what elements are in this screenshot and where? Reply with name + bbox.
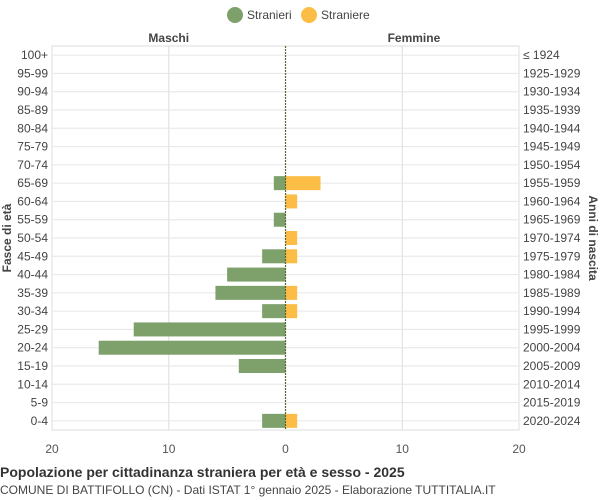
birth-year-label: 1980-1984 (523, 268, 581, 282)
bar-stranieri (262, 304, 286, 319)
legend-swatch-stranieri (227, 7, 243, 23)
birth-year-label: 1985-1989 (523, 286, 581, 300)
birth-year-label: 1935-1939 (523, 103, 581, 117)
bar-straniere (285, 304, 298, 319)
birth-year-label: 2020-2024 (523, 414, 581, 428)
birth-year-label: 2010-2014 (523, 377, 581, 391)
population-pyramid-chart: 20 10 0 10 20 100+ ≤ 1924 95-99 1925-1929 90-94 19… (0, 7, 600, 456)
bar-stranieri (98, 340, 286, 355)
x-tick-label: 10 (162, 442, 176, 456)
maschi-header: Maschi (148, 31, 189, 45)
age-group-label: 85-89 (17, 103, 48, 117)
legend-swatch-straniere (301, 7, 317, 23)
age-group-label: 5-9 (31, 396, 49, 410)
bar-straniere (285, 413, 298, 428)
age-group-label: 25-29 (17, 322, 48, 336)
birth-year-label: 1965-1969 (523, 213, 581, 227)
age-group-label: 45-49 (17, 249, 48, 263)
x-tick-label: 10 (396, 442, 410, 456)
bar-straniere (285, 194, 298, 209)
birth-year-label: ≤ 1924 (523, 48, 560, 62)
age-group-label: 65-69 (17, 176, 48, 190)
x-tick-label: 20 (512, 442, 526, 456)
bar-stranieri (238, 359, 286, 373)
chart-caption-title: Popolazione per cittadinanza straniera p… (0, 464, 405, 480)
age-group-label: 35-39 (17, 286, 48, 300)
y-axis-title-left: Fasce di età (0, 203, 14, 272)
bar-stranieri (273, 176, 286, 191)
chart-caption-subtitle: COMUNE DI BATTIFOLLO (CN) - Dati ISTAT 1… (0, 483, 496, 497)
birth-year-label: 2005-2009 (523, 359, 581, 373)
birth-year-label: 1970-1974 (523, 231, 581, 245)
age-group-label: 70-74 (17, 158, 48, 172)
age-group-label: 80-84 (17, 121, 48, 135)
age-group-label: 60-64 (17, 194, 48, 208)
birth-year-label: 1990-1994 (523, 304, 581, 318)
bar-straniere (285, 249, 298, 264)
birth-year-label: 1945-1949 (523, 140, 581, 154)
legend-label-stranieri: Stranieri (247, 8, 292, 22)
age-group-label: 10-14 (17, 377, 48, 391)
birth-year-label: 1955-1959 (523, 176, 581, 190)
age-group-label: 50-54 (17, 231, 48, 245)
age-group-label: 0-4 (31, 414, 49, 428)
bar-stranieri (262, 249, 286, 264)
y-axis-title-right: Anni di nascita (586, 195, 600, 281)
bar-stranieri (227, 267, 286, 282)
birth-year-label: 1960-1964 (523, 194, 581, 208)
bar-stranieri (262, 413, 286, 428)
bar-stranieri (133, 322, 286, 337)
age-group-label: 95-99 (17, 66, 48, 80)
birth-year-label: 1995-1999 (523, 322, 581, 336)
age-group-label: 55-59 (17, 213, 48, 227)
bar-straniere (285, 231, 298, 245)
age-group-label: 15-19 (17, 359, 48, 373)
age-group-label: 90-94 (17, 85, 48, 99)
bar-straniere (285, 285, 298, 300)
bar-stranieri (215, 285, 286, 300)
birth-year-label: 1940-1944 (523, 121, 581, 135)
age-group-label: 20-24 (17, 341, 48, 355)
age-group-label: 100+ (21, 48, 48, 62)
x-tick-label: 20 (45, 442, 59, 456)
birth-year-label: 1925-1929 (523, 66, 581, 80)
bar-stranieri (273, 212, 286, 227)
femmine-header: Femmine (388, 31, 441, 45)
birth-year-label: 1975-1979 (523, 249, 581, 263)
age-group-label: 30-34 (17, 304, 48, 318)
bar-straniere (285, 176, 321, 191)
birth-year-label: 2000-2004 (523, 341, 581, 355)
age-group-label: 75-79 (17, 140, 48, 154)
x-tick-label: 0 (282, 442, 289, 456)
age-group-label: 40-44 (17, 268, 48, 282)
birth-year-label: 1950-1954 (523, 158, 581, 172)
legend-label-straniere: Straniere (321, 8, 370, 22)
birth-year-label: 2015-2019 (523, 396, 581, 410)
birth-year-label: 1930-1934 (523, 85, 581, 99)
